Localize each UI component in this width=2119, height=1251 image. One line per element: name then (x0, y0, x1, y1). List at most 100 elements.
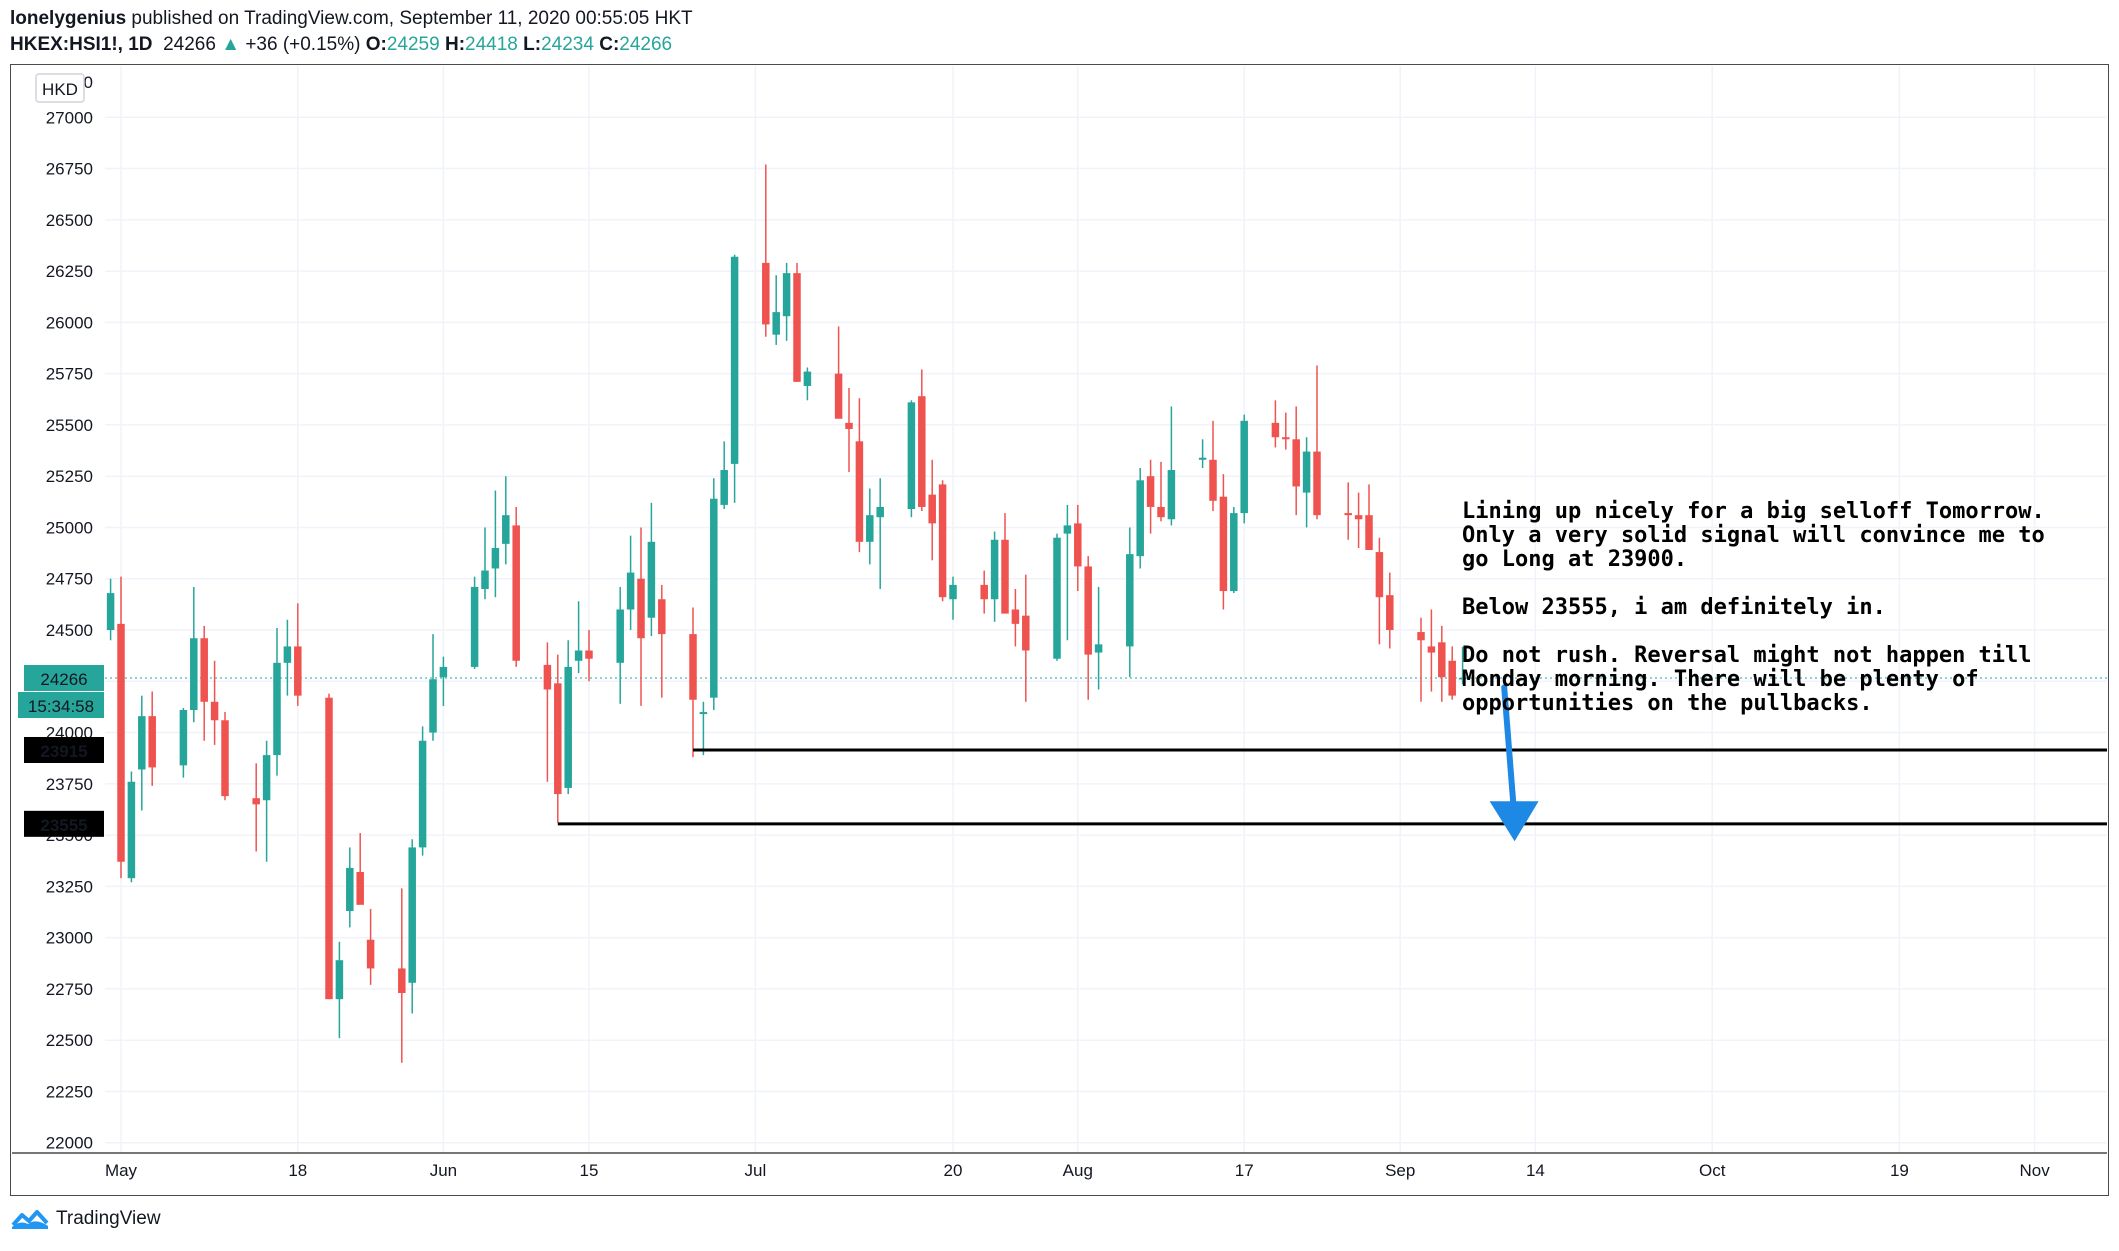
level-price-label: 23555 (40, 816, 87, 835)
candle-body (512, 525, 520, 661)
candle-body (117, 623, 125, 862)
candle-body (1438, 642, 1446, 678)
x-tick-label: Aug (1063, 1161, 1093, 1180)
x-tick-label: Jul (745, 1161, 767, 1180)
level-price-label: 23915 (40, 742, 87, 761)
candle-body (782, 273, 791, 317)
candle-body (772, 312, 780, 335)
candle-body (294, 646, 302, 696)
publish-line: lonelygenius published on TradingView.co… (10, 6, 693, 32)
candle-body (1157, 506, 1165, 518)
x-tick-label: Oct (1699, 1161, 1726, 1180)
countdown-tag (18, 692, 104, 719)
candle-body (1053, 537, 1061, 659)
candle-body (980, 584, 988, 600)
candle-body (1344, 513, 1352, 516)
candle-body (1448, 660, 1456, 696)
candle-body (1230, 513, 1238, 592)
footer: TradingView (10, 1208, 161, 1230)
candle-body (346, 867, 354, 911)
tradingview-brand[interactable]: TradingView (56, 1208, 161, 1229)
y-tick-label: 24750 (46, 570, 93, 589)
y-tick-label: 26250 (46, 262, 93, 281)
candle-body (1386, 595, 1394, 631)
countdown-label: 15:34:58 (28, 697, 94, 716)
open-label: O: (365, 34, 387, 55)
y-tick-label: 23750 (46, 775, 93, 794)
candle-body (637, 578, 645, 639)
candle-body (585, 650, 593, 659)
candle-body (429, 679, 437, 733)
close-label: C: (599, 34, 620, 55)
x-tick-label: Nov (2019, 1161, 2050, 1180)
chart-frame[interactable] (10, 64, 2109, 1196)
low-value: 24234 (541, 34, 594, 55)
last-price-label: 24266 (40, 670, 87, 689)
x-tick-label: 20 (944, 1161, 963, 1180)
candle-body (564, 666, 572, 788)
last-price: 24266 (163, 34, 216, 55)
candle-body (148, 716, 156, 768)
candle-body (1458, 678, 1467, 680)
candle-body (574, 650, 583, 661)
candle-body (876, 506, 884, 518)
x-tick-label: 19 (1890, 1161, 1909, 1180)
candle-body (1011, 609, 1020, 624)
candle-body (1063, 525, 1072, 534)
candle-body (730, 256, 739, 464)
candle-body (793, 273, 801, 382)
annotation-line: Only a very solid signal will convince m… (1462, 523, 2045, 548)
candle-body (1302, 451, 1311, 493)
annotation-line: Do not rush. Reversal might not happen t… (1462, 643, 2032, 668)
candle-body (990, 539, 999, 600)
y-tick-label: 26750 (46, 160, 93, 179)
candle-body (1136, 480, 1144, 557)
candle-body (1094, 644, 1103, 653)
author-name[interactable]: lonelygenius (10, 8, 127, 29)
candle-body (221, 720, 229, 797)
y-tick-label: 22000 (46, 1134, 93, 1153)
x-tick-label: Sep (1385, 1161, 1415, 1180)
candle-body (938, 484, 947, 598)
candle-body (325, 697, 333, 1000)
currency-badge (35, 73, 85, 103)
candle-body (1022, 615, 1030, 651)
candle-body (283, 646, 292, 663)
candle-body (1282, 437, 1290, 440)
y-tick-label: 26000 (46, 313, 93, 332)
annotation-line: Below 23555, i am definitely in. (1462, 595, 1886, 620)
close-value: 24266 (619, 34, 673, 55)
candle-body (1209, 459, 1217, 501)
candle-body (210, 701, 219, 721)
candle-body (1292, 439, 1300, 487)
candle-body (616, 609, 624, 663)
candle-body (720, 470, 728, 505)
y-tick-label: 0 (84, 73, 93, 92)
annotation-line: Lining up nicely for a big selloff Tomor… (1462, 499, 2045, 524)
candle-body (834, 373, 843, 419)
level-price-tag (24, 736, 104, 763)
low-label: L: (523, 34, 542, 55)
y-tick-label: 22500 (46, 1031, 93, 1050)
y-tick-label: 25250 (46, 467, 93, 486)
candle-body (1271, 422, 1280, 438)
candle-body (335, 960, 344, 1000)
candle-body (418, 740, 427, 848)
y-tick-label: 24500 (46, 621, 93, 640)
up-arrow-icon: ▲ (221, 34, 241, 55)
candle-body (1167, 470, 1176, 520)
down-arrow-icon (1489, 801, 1539, 842)
candle-body (470, 586, 479, 667)
candle-body (106, 593, 115, 631)
high-value: 24418 (465, 34, 518, 55)
candle-body (366, 939, 375, 969)
candle-body (699, 712, 708, 715)
annotation-line: opportunities on the pullbacks. (1462, 691, 1873, 716)
candle-body (439, 666, 448, 678)
candle-body (200, 638, 208, 702)
candle-body (1219, 496, 1228, 592)
candle-body (710, 498, 718, 698)
candle-body (647, 541, 656, 618)
candle-body (928, 494, 936, 524)
